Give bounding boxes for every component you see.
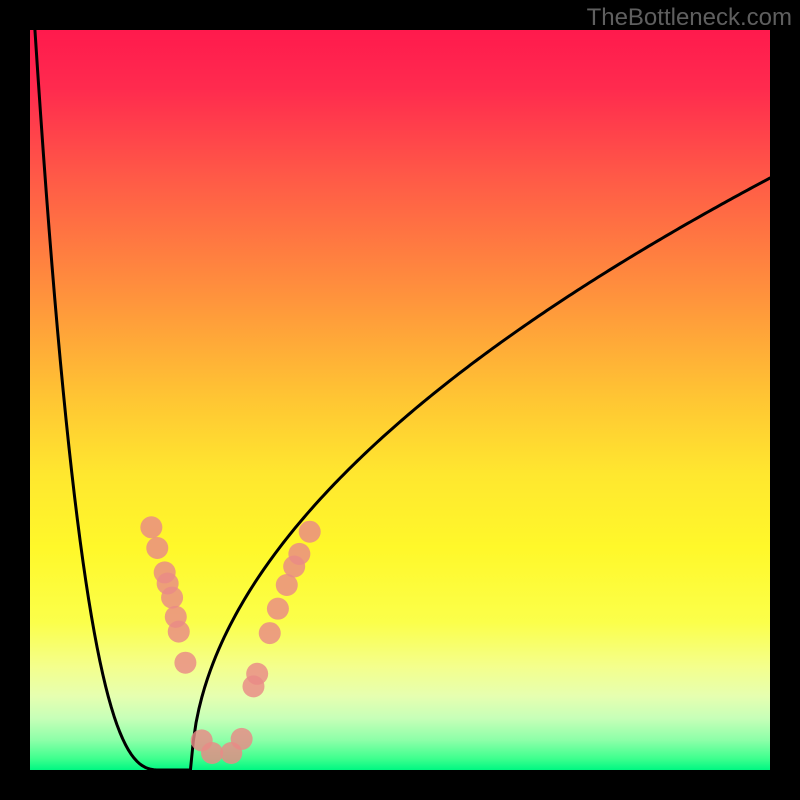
data-marker bbox=[168, 621, 190, 643]
data-marker bbox=[231, 728, 253, 750]
plot-background bbox=[30, 30, 770, 770]
data-marker bbox=[288, 543, 310, 565]
data-marker bbox=[201, 742, 223, 764]
data-marker bbox=[267, 598, 289, 620]
chart-stage: TheBottleneck.com bbox=[0, 0, 800, 800]
data-marker bbox=[174, 652, 196, 674]
data-marker bbox=[146, 537, 168, 559]
watermark-text: TheBottleneck.com bbox=[587, 4, 792, 32]
chart-svg bbox=[30, 30, 770, 770]
data-marker bbox=[299, 521, 321, 543]
data-marker bbox=[259, 622, 281, 644]
data-marker bbox=[140, 516, 162, 538]
data-marker bbox=[161, 587, 183, 609]
plot-area bbox=[30, 30, 770, 770]
data-marker bbox=[246, 663, 268, 685]
